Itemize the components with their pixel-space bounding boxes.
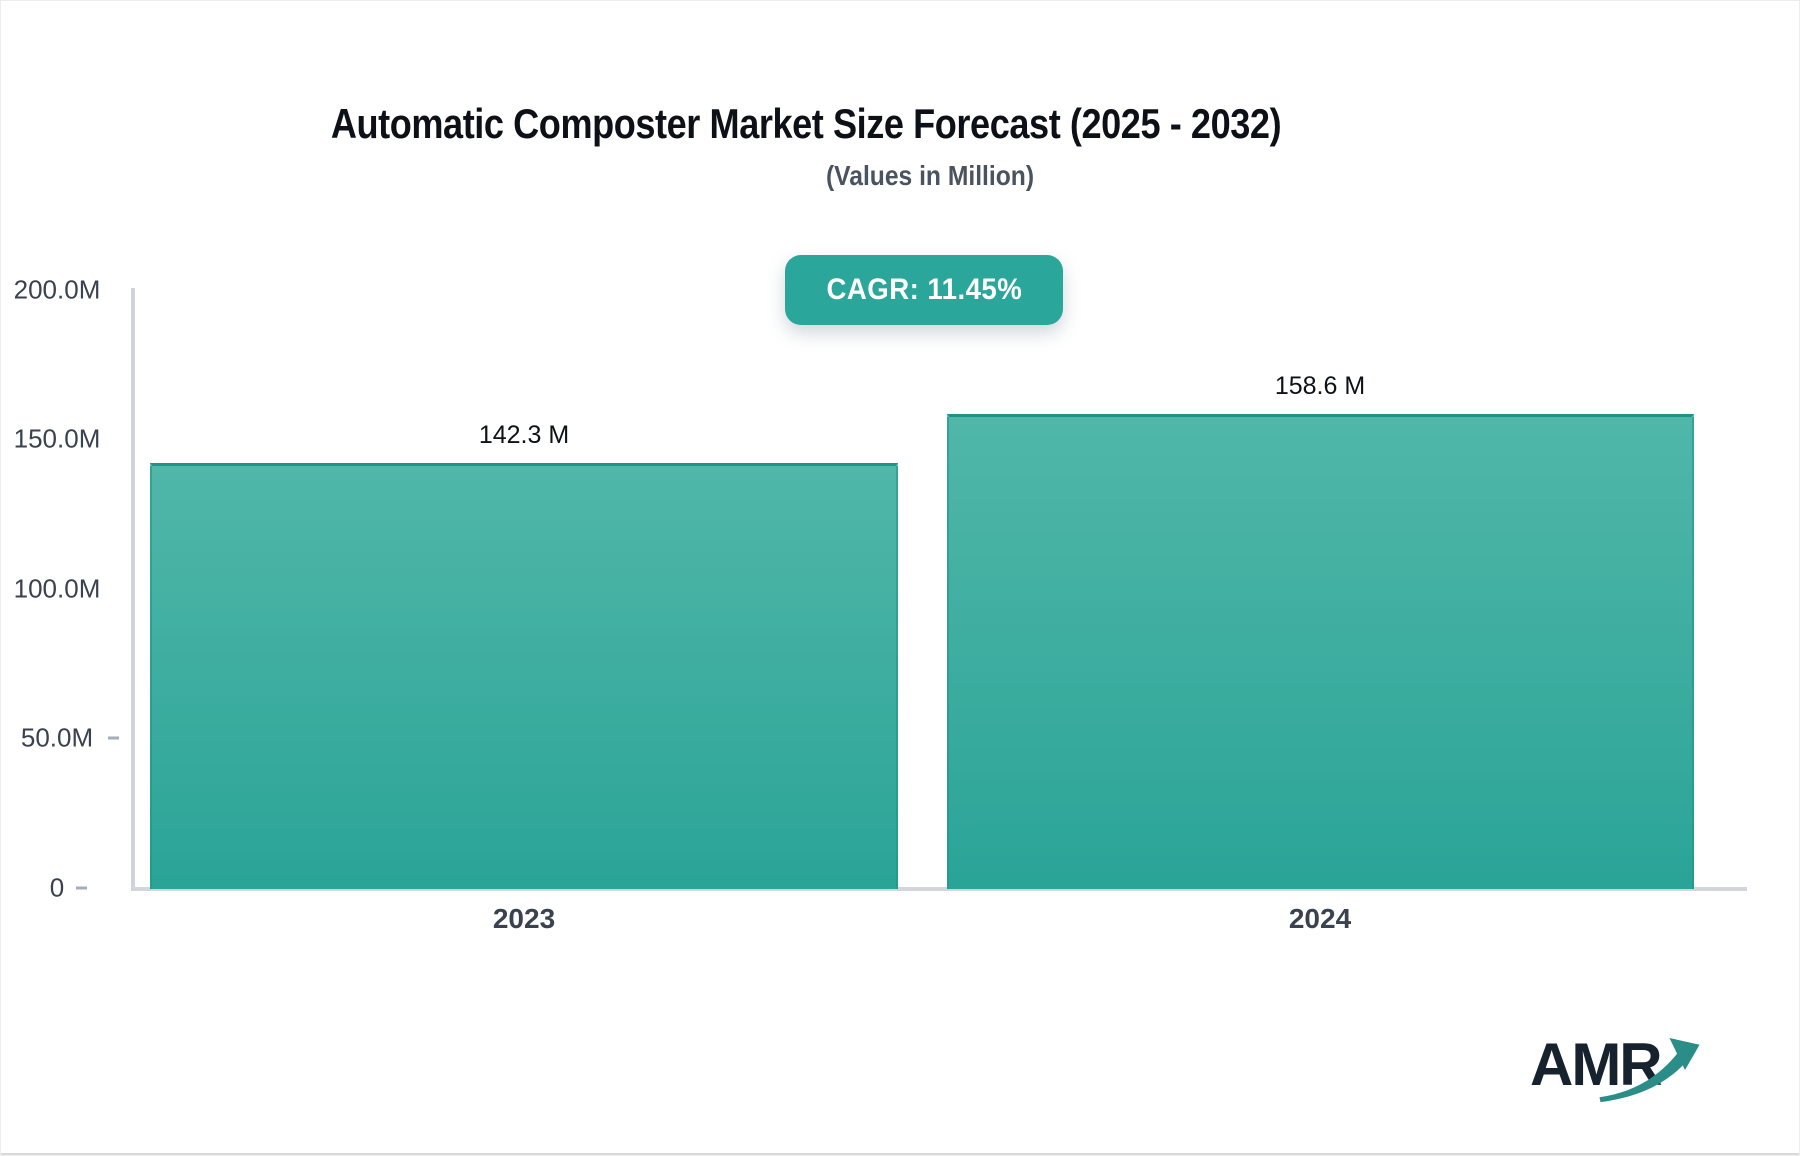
y-tick-label-0: 0 [49, 872, 65, 903]
chart-title: Automatic Composter Market Size Forecast… [330, 100, 1282, 147]
y-axis-line [131, 288, 135, 891]
x-axis-line [131, 887, 1747, 891]
growth-arrow-icon [1599, 1038, 1700, 1103]
x-tick-label-2023: 2023 [492, 903, 556, 934]
y-axis-tick-mark-50m [108, 736, 119, 740]
bar-2024[interactable] [947, 414, 1694, 889]
y-tick-label-150m: 150.0M [13, 423, 101, 454]
y-tick-label-200m: 200.0M [13, 274, 101, 305]
cagr-badge: CAGR: 11.45% [785, 255, 1063, 325]
x-tick-label-2024: 2024 [1288, 903, 1352, 934]
bar-2023[interactable] [150, 463, 898, 889]
y-tick-label-100m: 100.0M [13, 573, 101, 604]
y-axis-tick-mark-0 [76, 886, 87, 890]
y-tick-label-50m: 50.0M [20, 722, 94, 753]
chart-subtitle: (Values in Million) [825, 160, 1035, 191]
amr-logo: AMR [1530, 1030, 1720, 1110]
bar-value-label-2023: 142.3 M [478, 421, 570, 449]
bar-value-label-2024: 158.6 M [1274, 372, 1366, 400]
cagr-badge-label: CAGR: 11.45% [826, 273, 1022, 306]
